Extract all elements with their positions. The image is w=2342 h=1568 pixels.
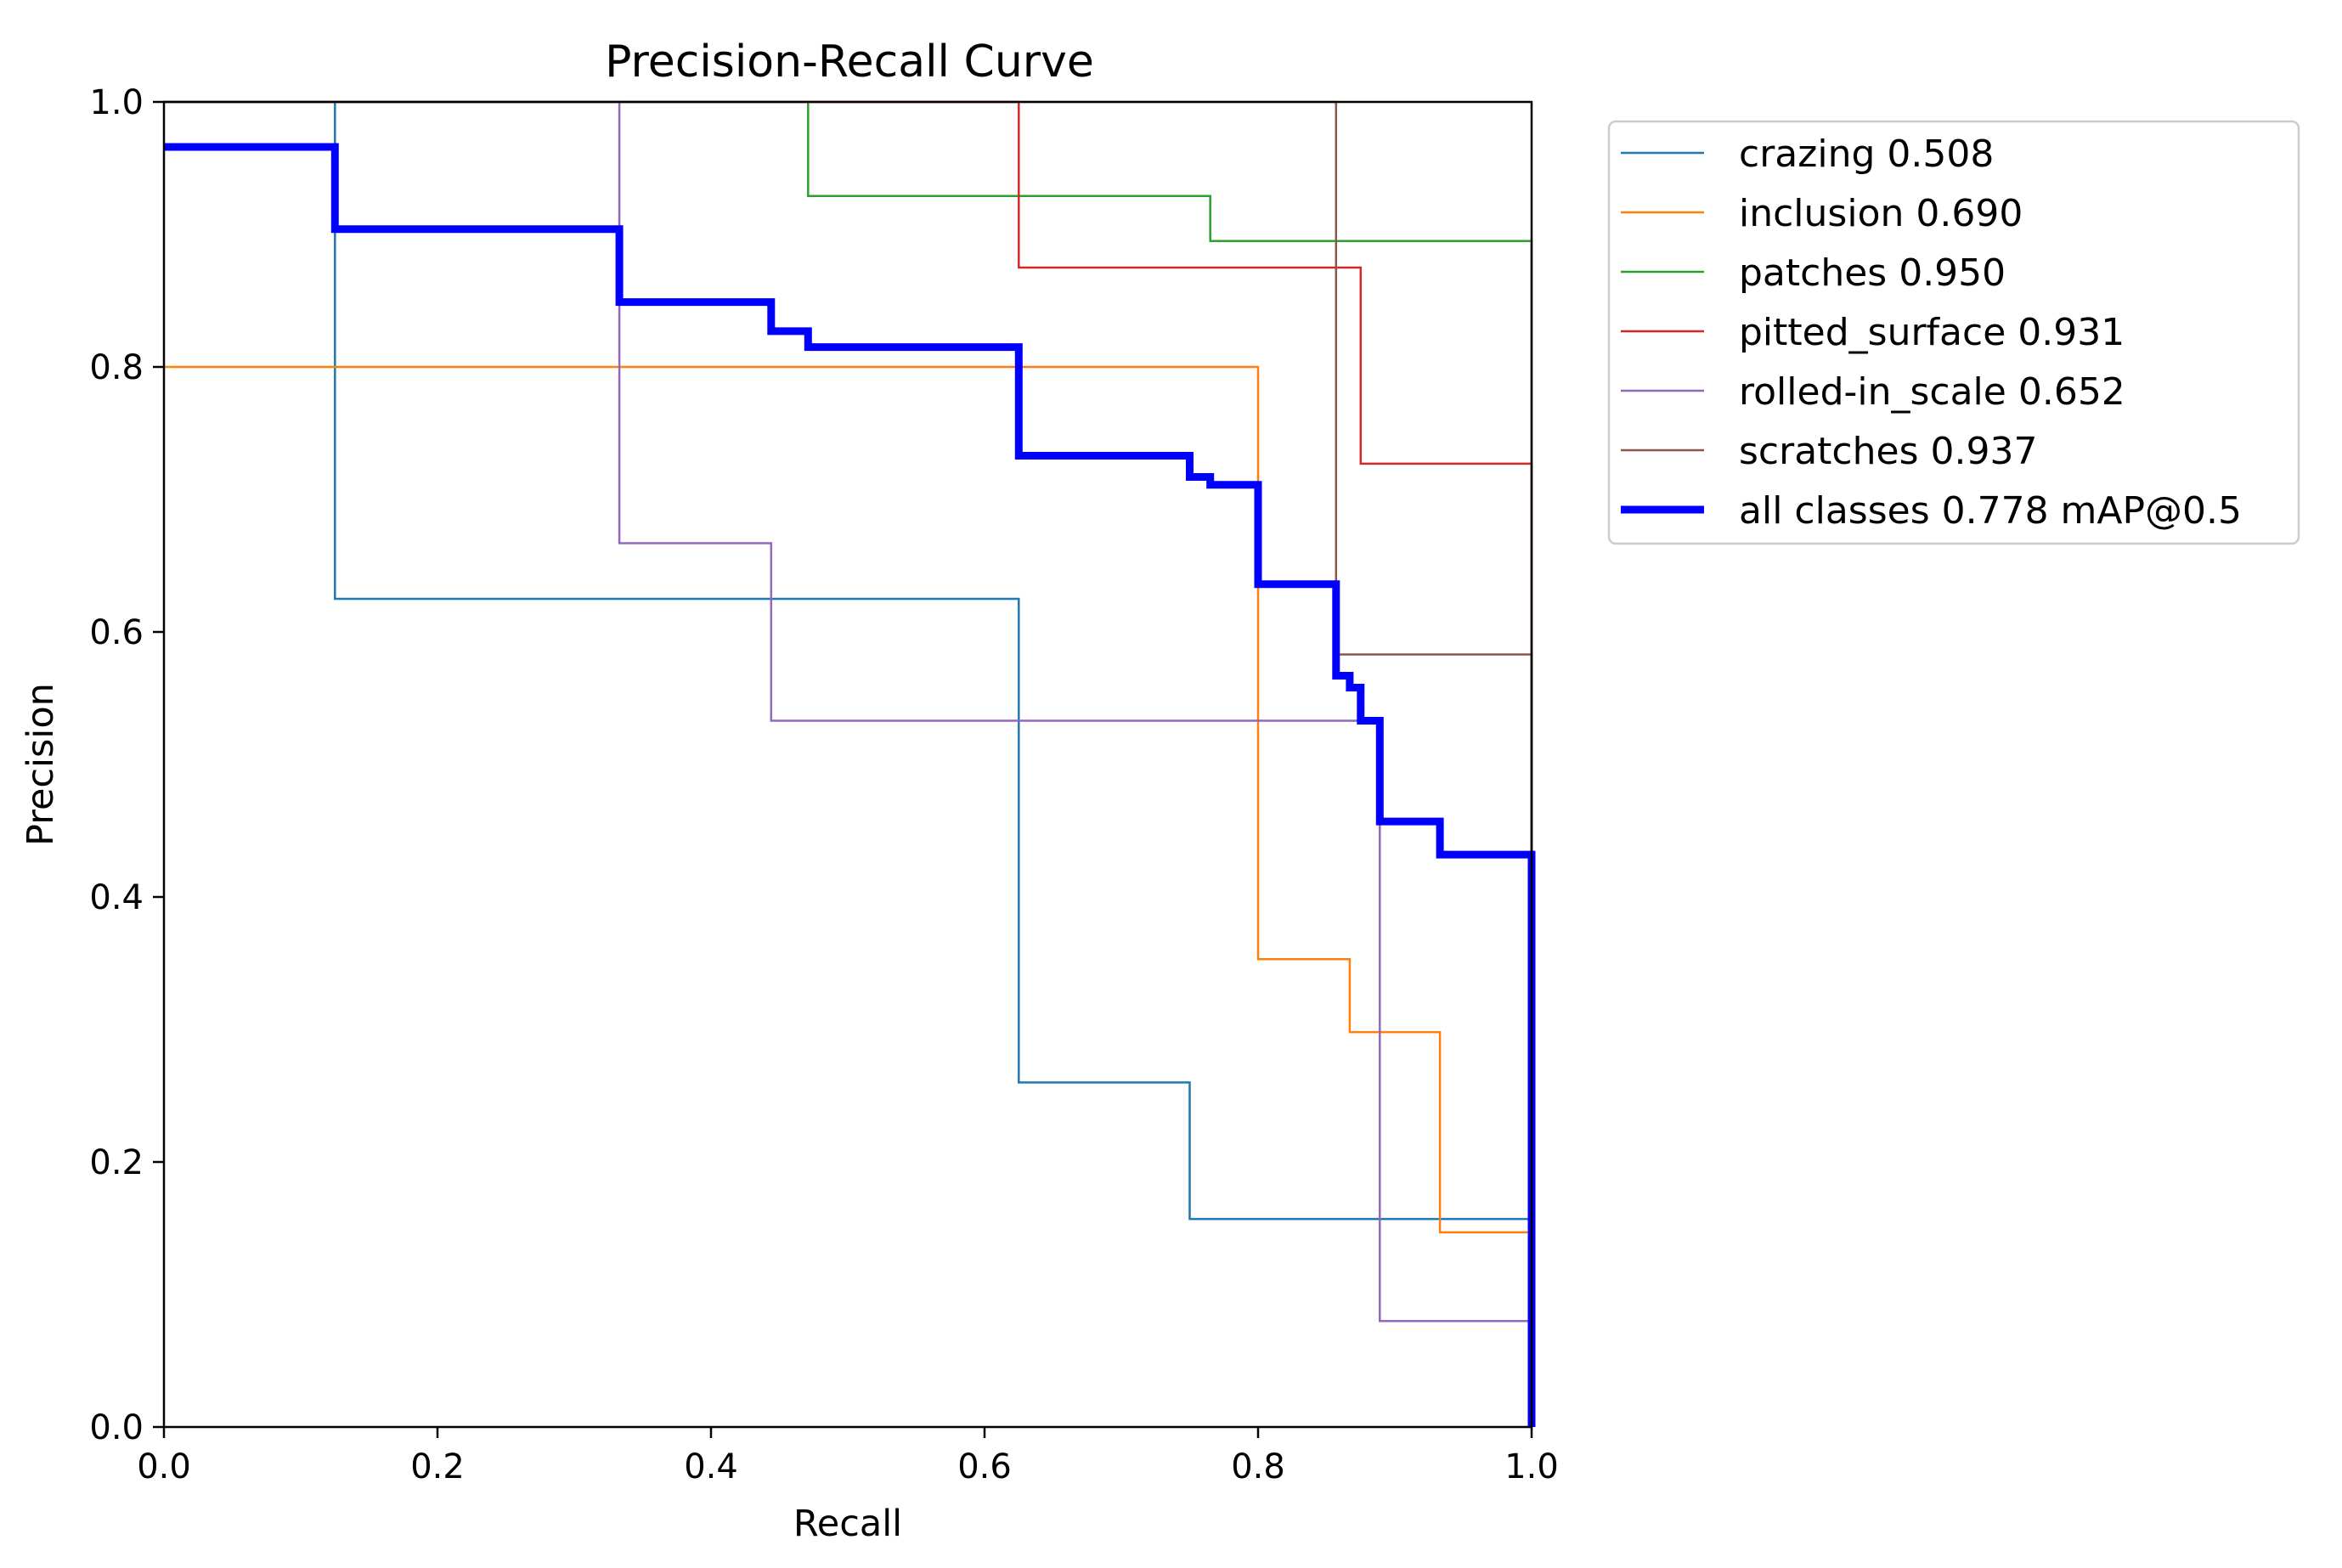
legend-label: patches 0.950	[1739, 251, 2006, 295]
legend-label: all classes 0.778 mAP@0.5	[1739, 489, 2242, 533]
chart-title: Precision-Recall Curve	[605, 37, 1094, 87]
legend-label: pitted_surface 0.931	[1739, 311, 2125, 354]
x-tick-label: 0.6	[957, 1447, 1012, 1486]
y-tick-label: 0.6	[89, 613, 144, 652]
legend: crazing 0.508 inclusion 0.690 patches 0.95…	[1607, 120, 2300, 545]
legend-label: rolled-in_scale 0.652	[1739, 370, 2125, 414]
y-tick-label: 0.2	[89, 1143, 144, 1182]
y-tick-label: 0.8	[89, 348, 144, 387]
legend-frame	[1607, 120, 2300, 545]
y-tick-label: 0.0	[89, 1408, 144, 1447]
x-tick-label: 0.4	[684, 1447, 738, 1486]
legend-label: crazing 0.508	[1739, 133, 1994, 176]
x-axis: 0.0 0.2 0.4 0.6 0.8 1.0	[137, 1427, 1559, 1486]
plot-frame	[162, 100, 1533, 1429]
x-tick-label: 1.0	[1504, 1447, 1559, 1486]
x-tick-label: 0.0	[137, 1447, 191, 1486]
x-axis-label: Recall	[793, 1503, 902, 1545]
legend-label: scratches 0.937	[1739, 430, 2037, 473]
x-tick-label: 0.2	[410, 1447, 465, 1486]
series-line-rolled-in-scale	[164, 100, 1532, 1323]
x-tick-label: 0.8	[1231, 1447, 1285, 1486]
y-axis-label: Precision	[20, 683, 62, 846]
y-tick-label: 1.0	[89, 83, 144, 122]
y-axis: 0.0 0.2 0.4 0.6 0.8 1.0	[89, 83, 164, 1447]
series-line-all-classes	[164, 143, 1536, 1427]
y-tick-label: 0.4	[89, 878, 144, 917]
legend-label: inclusion 0.690	[1739, 192, 2023, 235]
series-line-inclusion	[164, 365, 1532, 1233]
